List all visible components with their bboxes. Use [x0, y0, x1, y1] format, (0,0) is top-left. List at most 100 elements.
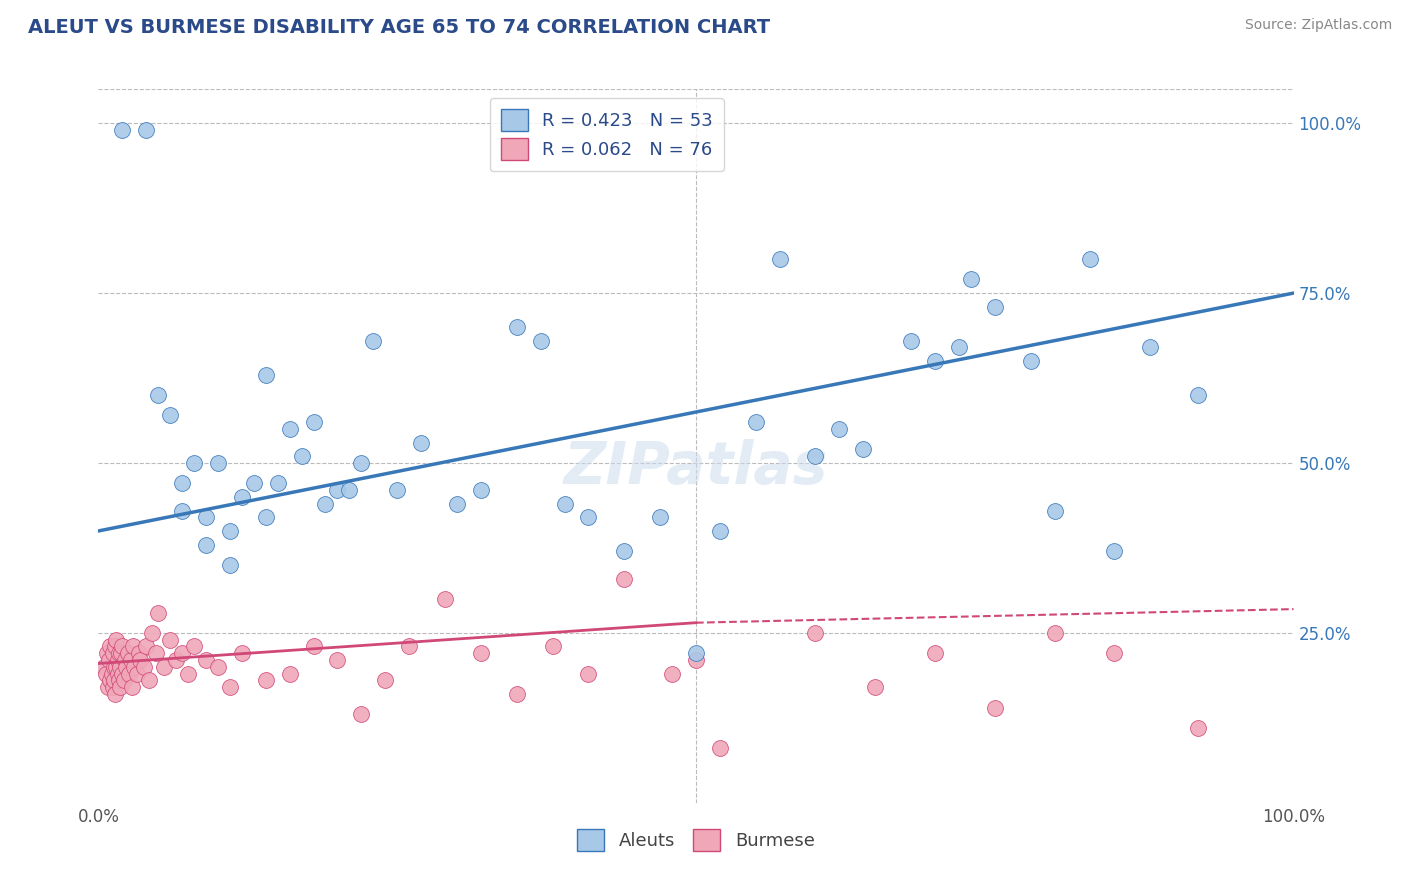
Point — [96, 646, 118, 660]
Point — [159, 632, 181, 647]
Point — [685, 653, 707, 667]
Legend: Aleuts, Burmese: Aleuts, Burmese — [569, 822, 823, 858]
Point — [1043, 503, 1066, 517]
Point — [177, 666, 200, 681]
Text: ALEUT VS BURMESE DISABILITY AGE 65 TO 74 CORRELATION CHART: ALEUT VS BURMESE DISABILITY AGE 65 TO 74… — [28, 18, 770, 37]
Point — [554, 497, 576, 511]
Point — [924, 646, 946, 660]
Point — [1043, 626, 1066, 640]
Point — [231, 646, 253, 660]
Point — [661, 666, 683, 681]
Point — [108, 680, 131, 694]
Point — [1139, 341, 1161, 355]
Point — [195, 537, 218, 551]
Point — [411, 435, 433, 450]
Point — [114, 653, 136, 667]
Point — [112, 673, 135, 688]
Point — [278, 666, 301, 681]
Point — [120, 653, 142, 667]
Point — [195, 510, 218, 524]
Point — [145, 646, 167, 660]
Point — [745, 415, 768, 429]
Point — [135, 123, 157, 137]
Point — [326, 653, 349, 667]
Point — [506, 687, 529, 701]
Point — [302, 640, 325, 654]
Point — [709, 524, 731, 538]
Point — [350, 456, 373, 470]
Point — [254, 368, 277, 382]
Point — [111, 666, 134, 681]
Point — [105, 632, 128, 647]
Point — [107, 653, 129, 667]
Point — [165, 653, 187, 667]
Point — [948, 341, 970, 355]
Point — [132, 660, 155, 674]
Point — [302, 415, 325, 429]
Point — [97, 680, 120, 694]
Point — [648, 510, 672, 524]
Point — [709, 741, 731, 756]
Point — [219, 680, 242, 694]
Point — [124, 660, 146, 674]
Point — [613, 572, 636, 586]
Point — [470, 646, 492, 660]
Point — [960, 272, 983, 286]
Point — [541, 640, 564, 654]
Point — [984, 700, 1007, 714]
Point — [768, 252, 790, 266]
Point — [103, 660, 125, 674]
Point — [93, 660, 115, 674]
Point — [924, 354, 946, 368]
Point — [153, 660, 176, 674]
Point — [278, 422, 301, 436]
Point — [122, 640, 145, 654]
Point — [231, 490, 253, 504]
Point — [828, 422, 851, 436]
Point — [110, 646, 132, 660]
Point — [118, 666, 141, 681]
Point — [172, 503, 194, 517]
Point — [107, 673, 129, 688]
Point — [101, 680, 124, 694]
Point — [530, 334, 553, 348]
Point — [326, 483, 349, 498]
Point — [470, 483, 492, 498]
Point — [100, 666, 122, 681]
Point — [267, 476, 290, 491]
Point — [207, 456, 229, 470]
Text: ZIPatlas: ZIPatlas — [564, 439, 828, 496]
Point — [350, 707, 373, 722]
Point — [98, 673, 122, 688]
Point — [804, 626, 827, 640]
Point — [195, 653, 218, 667]
Point — [159, 409, 181, 423]
Point — [141, 626, 163, 640]
Point — [1019, 354, 1042, 368]
Point — [984, 300, 1007, 314]
Point — [363, 334, 385, 348]
Point — [446, 497, 468, 511]
Point — [148, 388, 170, 402]
Point — [108, 660, 131, 674]
Point — [254, 510, 277, 524]
Point — [1104, 544, 1126, 558]
Point — [434, 591, 457, 606]
Point — [804, 449, 827, 463]
Point — [98, 640, 122, 654]
Point — [613, 544, 636, 558]
Point — [104, 687, 127, 701]
Point — [101, 646, 124, 660]
Point — [172, 476, 194, 491]
Point — [578, 666, 600, 681]
Point — [207, 660, 229, 674]
Point — [291, 449, 314, 463]
Point — [117, 646, 139, 660]
Point — [852, 442, 875, 457]
Point — [1080, 252, 1102, 266]
Point — [172, 646, 194, 660]
Point — [104, 640, 127, 654]
Point — [506, 320, 529, 334]
Point — [128, 646, 150, 660]
Point — [374, 673, 396, 688]
